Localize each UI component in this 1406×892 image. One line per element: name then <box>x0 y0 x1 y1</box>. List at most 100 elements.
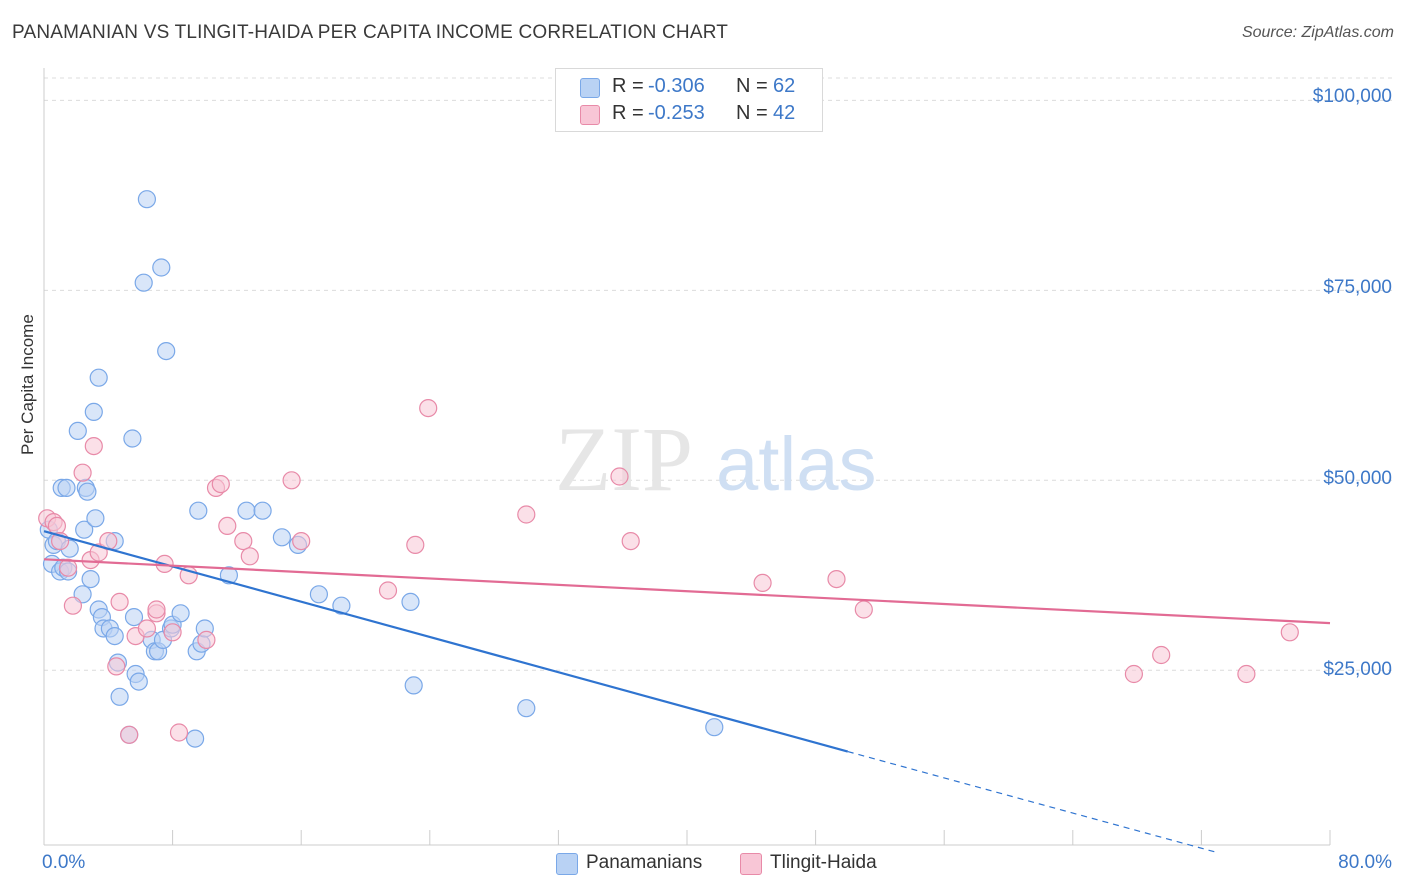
trend-lines <box>43 530 1331 854</box>
data-point-panamanians-10 <box>68 421 87 440</box>
legend-swatch-panamanians <box>580 78 600 98</box>
data-point-panamanians-54 <box>332 596 351 615</box>
data-point-tlingit-haida-22 <box>197 630 216 650</box>
data-point-panamanians-50 <box>253 501 272 520</box>
data-point-panamanians-29 <box>124 607 144 627</box>
x-axis-max-label: 80.0% <box>1338 852 1392 873</box>
r-value: -0.253 <box>648 102 705 124</box>
data-point-tlingit-haida-27 <box>240 547 259 566</box>
data-point-panamanians-48 <box>219 566 238 585</box>
data-point-tlingit-haida-35 <box>621 531 640 551</box>
data-point-panamanians-12 <box>75 520 94 539</box>
trend-line-tlingit-haida <box>43 558 1331 625</box>
n-value: 62 <box>773 75 796 97</box>
y-tick-label-50000: $50,000 <box>1323 468 1392 489</box>
data-point-panamanians-45 <box>189 501 208 520</box>
data-point-tlingit-haida-37 <box>827 569 846 589</box>
data-point-tlingit-haida-6 <box>73 463 92 482</box>
data-point-tlingit-haida-12 <box>110 592 129 612</box>
data-point-tlingit-haida-42 <box>1280 623 1299 642</box>
data-point-panamanians-31 <box>129 672 148 691</box>
data-point-panamanians-18 <box>89 368 108 387</box>
data-point-panamanians-37 <box>152 258 171 277</box>
data-point-panamanians-51 <box>272 528 291 547</box>
data-point-tlingit-haida-20 <box>169 723 189 742</box>
y-tick-label-100000: $100,000 <box>1312 86 1392 107</box>
data-point-panamanians-15 <box>81 569 100 589</box>
data-point-tlingit-haida-8 <box>84 437 103 456</box>
data-point-tlingit-haida-34 <box>610 467 629 486</box>
axes <box>43 68 1331 846</box>
data-point-tlingit-haida-13 <box>120 725 139 744</box>
data-point-tlingit-haida-31 <box>406 535 425 555</box>
data-point-panamanians-58 <box>705 718 724 737</box>
data-point-panamanians-49 <box>237 501 256 520</box>
data-point-tlingit-haida-17 <box>147 600 166 619</box>
data-point-panamanians-17 <box>86 509 105 528</box>
data-point-tlingit-haida-40 <box>1152 645 1171 665</box>
correlation-legend: R = -0.306 N = 62 R = -0.253 N = 42 <box>555 68 823 132</box>
legend-row-tlingit-haida: R = -0.253 N = 42 <box>556 102 822 128</box>
legend-swatch-panamanians <box>556 853 578 875</box>
n-value: 42 <box>773 102 796 124</box>
gridlines <box>44 77 1395 671</box>
data-point-panamanians-56 <box>404 676 423 695</box>
watermark: ZIP atlas <box>555 408 877 510</box>
data-point-panamanians-39 <box>157 342 176 361</box>
data-point-tlingit-haida-38 <box>854 600 873 619</box>
data-point-tlingit-haida-32 <box>419 399 438 418</box>
data-point-panamanians-16 <box>84 402 103 421</box>
r-label: R = <box>612 102 644 124</box>
legend-item-tlingit-haida: Tlingit-Haida <box>740 852 900 876</box>
scatter-points <box>38 190 1299 748</box>
data-point-panamanians-24 <box>105 626 124 646</box>
data-point-panamanians-57 <box>517 699 536 718</box>
data-point-panamanians-28 <box>123 429 142 448</box>
data-point-tlingit-haida-41 <box>1237 664 1256 684</box>
trend-line-panamanians <box>43 530 849 753</box>
data-point-tlingit-haida-28 <box>282 471 301 490</box>
data-point-panamanians-53 <box>309 585 328 604</box>
data-point-panamanians-33 <box>137 190 156 209</box>
watermark-atlas: atlas <box>716 422 877 507</box>
legend-row-panamanians: R = -0.306 N = 62 <box>556 75 822 101</box>
data-point-tlingit-haida-25 <box>218 516 237 536</box>
source-label: Source: ZipAtlas.com <box>1241 24 1394 41</box>
data-point-tlingit-haida-29 <box>292 531 311 551</box>
x-axis-min-label: 0.0% <box>42 852 86 873</box>
data-point-tlingit-haida-30 <box>378 581 398 600</box>
data-point-panamanians-43 <box>186 729 205 748</box>
watermark-zip: ZIP <box>555 408 693 510</box>
data-point-panamanians-7 <box>57 478 76 497</box>
data-point-tlingit-haida-26 <box>234 531 253 551</box>
data-point-panamanians-14 <box>78 482 97 501</box>
data-point-tlingit-haida-33 <box>517 505 536 524</box>
y-tick-label-75000: $75,000 <box>1323 277 1392 298</box>
legend-item-panamanians: Panamanians <box>556 852 716 876</box>
data-point-tlingit-haida-5 <box>63 596 83 615</box>
legend-label: Tlingit-Haida <box>770 852 877 873</box>
n-label: N = <box>736 75 768 97</box>
legend-swatch-tlingit-haida <box>580 105 600 125</box>
data-point-panamanians-42 <box>171 604 190 623</box>
data-point-tlingit-haida-4 <box>58 558 78 577</box>
y-axis-label: Per Capita Income <box>18 314 37 455</box>
data-point-tlingit-haida-39 <box>1124 664 1144 684</box>
r-label: R = <box>612 75 644 97</box>
legend-label: Panamanians <box>586 852 703 873</box>
n-label: N = <box>736 102 768 124</box>
legend-swatch-tlingit-haida <box>740 853 762 875</box>
trend-line-panamanians-extrapolated <box>847 750 1218 854</box>
data-point-panamanians-55 <box>401 592 420 612</box>
data-point-tlingit-haida-15 <box>137 619 156 638</box>
data-point-tlingit-haida-2 <box>47 516 67 536</box>
data-point-panamanians-32 <box>134 273 153 292</box>
data-point-tlingit-haida-36 <box>753 573 772 593</box>
y-tick-label-25000: $25,000 <box>1323 659 1392 680</box>
data-point-tlingit-haida-24 <box>211 475 230 494</box>
data-point-panamanians-26 <box>110 687 129 706</box>
r-value: -0.306 <box>648 75 705 97</box>
data-point-tlingit-haida-11 <box>107 657 126 676</box>
chart-title: PANAMANIAN VS TLINGIT-HAIDA PER CAPITA I… <box>12 22 729 43</box>
